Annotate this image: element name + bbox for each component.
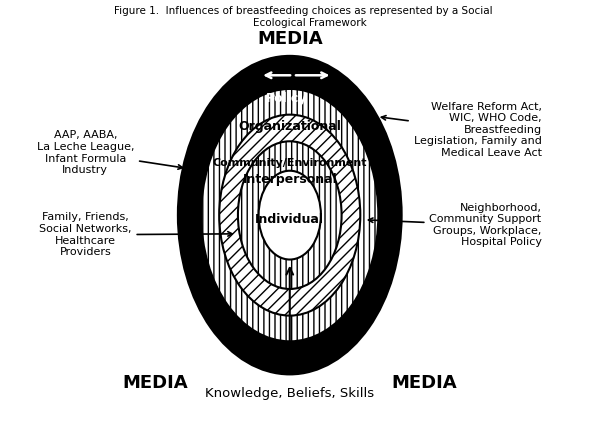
Text: Neighborhood,
Community Support
Groups, Workplace,
Hospital Policy: Neighborhood, Community Support Groups, …: [368, 203, 541, 248]
Text: Family, Friends,
Social Networks,
Healthcare
Providers: Family, Friends, Social Networks, Health…: [39, 213, 232, 257]
Text: Welfare Reform Act,
WIC, WHO Code,
Breastfeeding
Legislation, Family and
Medical: Welfare Reform Act, WIC, WHO Code, Breas…: [381, 102, 541, 158]
Text: AAP, AABA,
La Leche League,
Infant Formula
Industry: AAP, AABA, La Leche League, Infant Formu…: [36, 130, 183, 175]
Text: Organizational: Organizational: [239, 120, 341, 133]
Ellipse shape: [238, 141, 342, 289]
Text: MEDIA: MEDIA: [392, 374, 457, 392]
Text: Individual: Individual: [256, 213, 324, 226]
Ellipse shape: [178, 56, 401, 374]
Ellipse shape: [219, 115, 361, 316]
Text: Knowledge, Beliefs, Skills: Knowledge, Beliefs, Skills: [205, 387, 375, 400]
Text: Interpersonal: Interpersonal: [242, 173, 337, 186]
Text: MEDIA: MEDIA: [123, 374, 188, 392]
Ellipse shape: [201, 89, 378, 341]
Text: Figure 1.  Influences of breastfeeding choices as represented by a Social
    Ec: Figure 1. Influences of breastfeeding ch…: [114, 6, 493, 28]
Text: Policy: Policy: [266, 92, 307, 105]
Ellipse shape: [259, 171, 321, 259]
Text: Community/Environment: Community/Environment: [212, 158, 367, 168]
Text: MEDIA: MEDIA: [257, 30, 322, 48]
